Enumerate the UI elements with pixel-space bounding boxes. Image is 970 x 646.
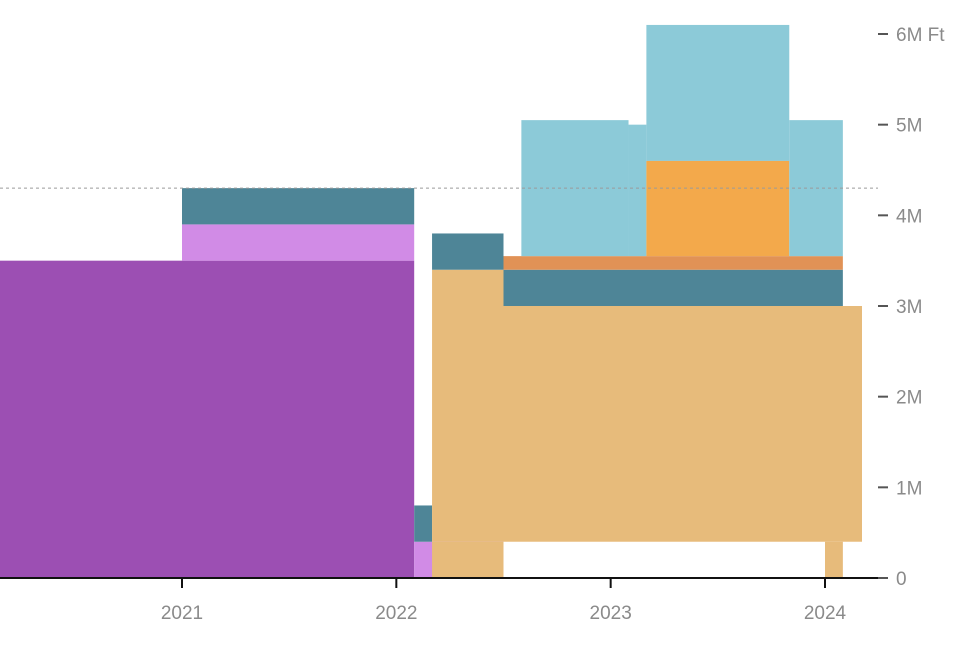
area-segment bbox=[628, 124, 647, 257]
x-tick-label: 2023 bbox=[590, 603, 632, 624]
y-axis: 0 1M 2M 3M 4M 5M 6M Ft bbox=[878, 25, 945, 590]
y-tick-label: 5M bbox=[896, 116, 922, 137]
area-segment bbox=[825, 541, 843, 578]
area-segment bbox=[503, 269, 843, 306]
area-segment bbox=[182, 188, 415, 225]
y-tick-label: 2M bbox=[896, 388, 922, 409]
area-segment bbox=[432, 269, 504, 306]
area-segment bbox=[0, 260, 415, 578]
x-tick-label: 2024 bbox=[804, 603, 847, 624]
area-segment bbox=[521, 120, 629, 257]
y-tick-label: 6M Ft bbox=[896, 25, 945, 46]
area-segment bbox=[432, 541, 504, 578]
y-tick-label: 1M bbox=[896, 478, 922, 499]
x-tick-label: 2021 bbox=[161, 603, 203, 624]
y-tick-label: 3M bbox=[896, 297, 922, 318]
area-segment bbox=[503, 256, 843, 270]
area-segment bbox=[182, 224, 415, 261]
y-tick-label: 0 bbox=[896, 569, 907, 590]
area-segment bbox=[646, 24, 790, 161]
area-segment bbox=[432, 233, 504, 270]
y-tick-label: 4M bbox=[896, 206, 922, 227]
x-axis-ticks: 2021 2022 2023 2024 bbox=[161, 578, 847, 624]
area-segment bbox=[432, 306, 862, 542]
area-segment bbox=[646, 160, 790, 257]
area-segment bbox=[414, 505, 433, 542]
chart-bars bbox=[0, 24, 862, 578]
x-tick-label: 2022 bbox=[375, 603, 417, 624]
